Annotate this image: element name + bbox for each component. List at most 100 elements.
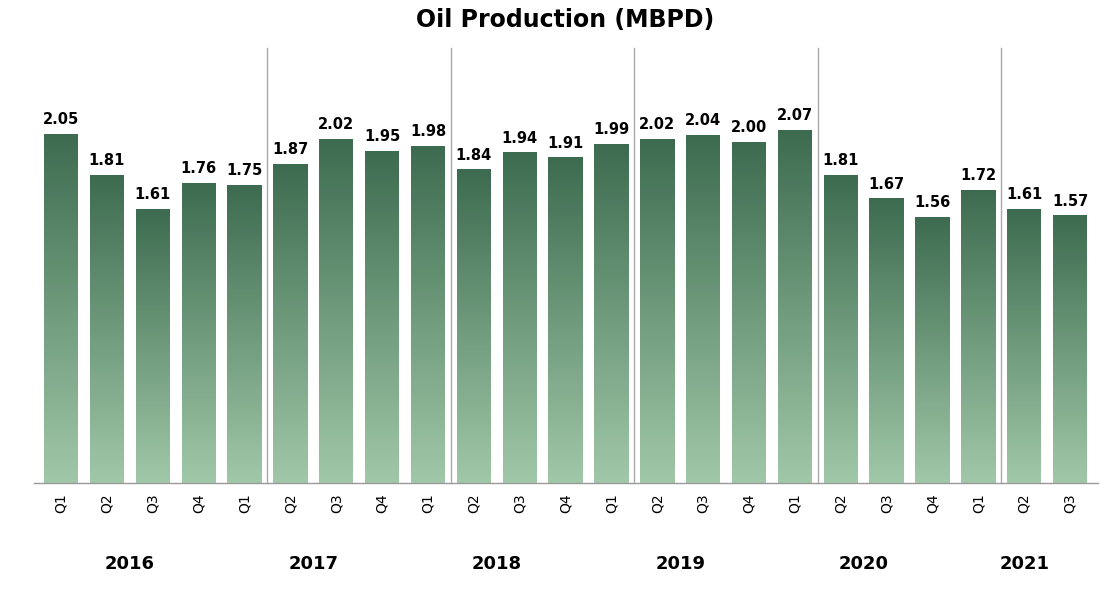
Bar	[549, 422, 582, 425]
Bar	[319, 184, 354, 187]
Bar	[503, 378, 536, 381]
Bar	[181, 369, 216, 372]
Bar	[273, 426, 308, 429]
Bar	[731, 439, 766, 442]
Bar	[595, 368, 628, 371]
Bar	[1053, 304, 1088, 306]
Bar	[915, 342, 950, 345]
Bar	[549, 236, 582, 239]
Bar	[319, 232, 354, 235]
Bar	[136, 252, 170, 255]
Bar	[549, 444, 582, 448]
Bar	[90, 394, 124, 397]
Bar	[273, 356, 308, 359]
Bar	[503, 195, 536, 199]
Bar	[90, 388, 124, 391]
Bar	[319, 252, 354, 256]
Bar	[503, 437, 536, 440]
Bar	[457, 320, 491, 323]
Bar	[457, 173, 491, 176]
Bar	[731, 275, 766, 278]
Bar	[457, 339, 491, 342]
Bar	[227, 256, 262, 259]
Bar	[869, 244, 904, 247]
Bar	[869, 455, 904, 458]
Bar	[595, 297, 628, 300]
Bar	[136, 401, 170, 403]
Bar	[411, 281, 446, 284]
Bar	[641, 349, 674, 352]
Bar	[365, 453, 400, 457]
Bar	[777, 448, 812, 451]
Bar	[411, 237, 446, 240]
Bar	[869, 429, 904, 432]
Bar	[869, 352, 904, 355]
Bar	[869, 233, 904, 236]
Bar	[823, 338, 858, 341]
Bar	[365, 304, 400, 307]
Bar	[503, 315, 536, 318]
Bar	[549, 346, 582, 350]
Bar	[915, 358, 950, 361]
Bar	[44, 393, 78, 396]
Bar	[641, 362, 674, 366]
Bar	[273, 257, 308, 260]
Bar	[273, 327, 308, 330]
Bar	[90, 190, 124, 193]
Bar	[319, 301, 354, 304]
Bar	[136, 269, 170, 272]
Bar	[365, 237, 400, 240]
Bar	[915, 289, 950, 292]
Bar	[685, 230, 720, 233]
Bar	[641, 263, 674, 266]
Bar	[411, 271, 446, 274]
Bar	[44, 294, 78, 298]
Bar	[365, 257, 400, 260]
Bar	[1053, 435, 1088, 438]
Bar	[1007, 255, 1042, 258]
Bar	[915, 307, 950, 310]
Bar	[1053, 419, 1088, 422]
Bar	[365, 197, 400, 201]
Bar	[731, 364, 766, 367]
Bar	[549, 271, 582, 275]
Bar	[44, 249, 78, 252]
Bar	[823, 388, 858, 391]
Bar	[685, 226, 720, 230]
Title: Oil Production (MBPD): Oil Production (MBPD)	[417, 8, 715, 33]
Bar	[90, 323, 124, 326]
Bar	[503, 387, 536, 391]
Bar	[869, 238, 904, 241]
Bar	[823, 245, 858, 249]
Bar	[641, 239, 674, 242]
Bar	[915, 432, 950, 435]
Bar	[777, 445, 812, 448]
Bar	[549, 382, 582, 385]
Bar	[1053, 323, 1088, 325]
Bar	[549, 333, 582, 336]
Bar	[777, 133, 812, 137]
Bar	[136, 217, 170, 220]
Bar	[1007, 324, 1042, 327]
Bar	[227, 248, 262, 251]
Bar	[411, 385, 446, 388]
Bar	[457, 207, 491, 210]
Bar	[503, 308, 536, 311]
Bar	[549, 343, 582, 346]
Bar	[685, 438, 720, 442]
Bar	[961, 322, 996, 325]
Bar	[181, 315, 216, 318]
Bar	[365, 234, 400, 237]
Bar	[227, 277, 262, 280]
Bar	[915, 297, 950, 300]
Bar	[869, 458, 904, 460]
Bar	[273, 394, 308, 397]
Bar	[777, 409, 812, 413]
Bar	[915, 233, 950, 236]
Bar	[549, 298, 582, 301]
Bar	[411, 379, 446, 382]
Bar	[641, 455, 674, 459]
Bar	[365, 307, 400, 310]
Bar	[731, 289, 766, 292]
Bar	[319, 187, 354, 190]
